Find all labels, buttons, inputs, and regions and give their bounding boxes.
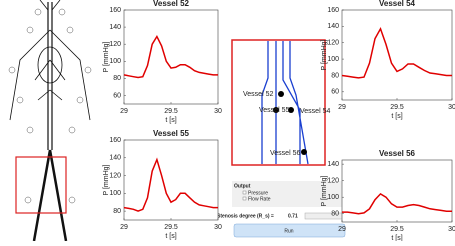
y-tick-label: 140	[109, 24, 121, 31]
y-tick-label: 100	[327, 194, 339, 201]
x-axis-label: t [s]	[165, 117, 176, 124]
x-axis-label: t [s]	[391, 113, 402, 120]
chart-title: Vessel 54	[379, 0, 416, 8]
axes-box	[341, 9, 453, 101]
y-tick-label: 80	[113, 75, 121, 82]
y-tick-label: 120	[327, 40, 339, 47]
y-tick-label: 100	[109, 190, 121, 197]
run-button[interactable]	[233, 223, 346, 238]
y-axis-label: P [mmHg]	[103, 41, 110, 72]
pressure-line	[341, 26, 452, 79]
y-tick-label: 80	[331, 211, 339, 218]
stenosis-label: Stenosis degree (R_s) =	[217, 213, 274, 219]
pressure-line	[123, 157, 218, 212]
x-axis-label: t [s]	[165, 233, 176, 240]
x-tick-label: 30	[448, 104, 455, 111]
y-tick-label: 120	[109, 172, 121, 179]
vessel-label: Vessel 55	[259, 107, 289, 114]
vessel-label: Vessel 52	[243, 91, 273, 98]
x-tick-label: 30	[214, 108, 222, 115]
output-title: Output	[234, 183, 251, 189]
x-tick-label: 29	[338, 104, 346, 111]
y-axis-label: P [mmHg]	[321, 39, 328, 70]
chart-title: Vessel 52	[153, 0, 190, 8]
x-tick-label: 29.5	[164, 108, 178, 115]
chart-title: Vessel 56	[379, 149, 416, 158]
vessel-label: Vessel 54	[300, 108, 330, 115]
y-tick-label: 140	[327, 23, 339, 30]
y-tick-label: 120	[109, 41, 121, 48]
x-tick-label: 29.5	[390, 104, 404, 111]
checkbox[interactable]	[242, 196, 247, 201]
y-tick-label: 160	[327, 7, 339, 14]
axes-box	[341, 159, 453, 223]
x-tick-label: 30	[448, 226, 455, 233]
y-tick-label: 140	[327, 161, 339, 168]
vessel-tree	[8, 0, 92, 242]
x-tick-label: 29	[120, 108, 128, 115]
checkbox-label[interactable]: Flow Rate	[248, 196, 271, 202]
y-tick-label: 120	[327, 178, 339, 185]
y-axis-label: P [mmHg]	[321, 175, 328, 206]
button-label[interactable]: Run	[284, 228, 293, 234]
checkbox-label[interactable]: Pressure	[248, 190, 268, 196]
x-tick-label: 30	[214, 224, 222, 231]
checkbox[interactable]	[242, 190, 247, 195]
stenosis-value: 0.71	[288, 213, 298, 219]
chart-title: Vessel 55	[153, 129, 190, 138]
y-tick-label: 60	[331, 89, 339, 96]
x-tick-label: 29.5	[390, 226, 404, 233]
slider[interactable]	[304, 212, 346, 220]
y-tick-label: 160	[109, 137, 121, 144]
pressure-line	[123, 34, 218, 79]
y-tick-label: 100	[327, 56, 339, 63]
y-tick-label: 160	[109, 7, 121, 14]
controls: Output Pressure Flow Rate Stenosis degre…	[217, 181, 346, 238]
y-tick-label: 140	[109, 155, 121, 162]
y-axis-label: P [mmHg]	[103, 164, 110, 195]
output-panel	[232, 181, 345, 207]
y-tick-label: 80	[113, 208, 121, 215]
axes-box	[123, 139, 219, 221]
y-tick-label: 80	[331, 72, 339, 79]
x-tick-label: 29	[338, 226, 346, 233]
y-tick-label: 60	[113, 92, 121, 99]
y-tick-label: 100	[109, 58, 121, 65]
pressure-line	[342, 192, 452, 215]
app: Vessel 52 Vessel 55 Vessel 54 Vessel 56 …	[8, 0, 455, 242]
x-tick-label: 29.5	[164, 224, 178, 231]
vessel-label: Vessel 56	[270, 150, 300, 157]
x-axis-label: t [s]	[391, 235, 402, 241]
inset: Vessel 52 Vessel 55 Vessel 54 Vessel 56	[231, 39, 330, 166]
x-tick-label: 29	[120, 224, 128, 231]
axes-box	[123, 9, 219, 105]
